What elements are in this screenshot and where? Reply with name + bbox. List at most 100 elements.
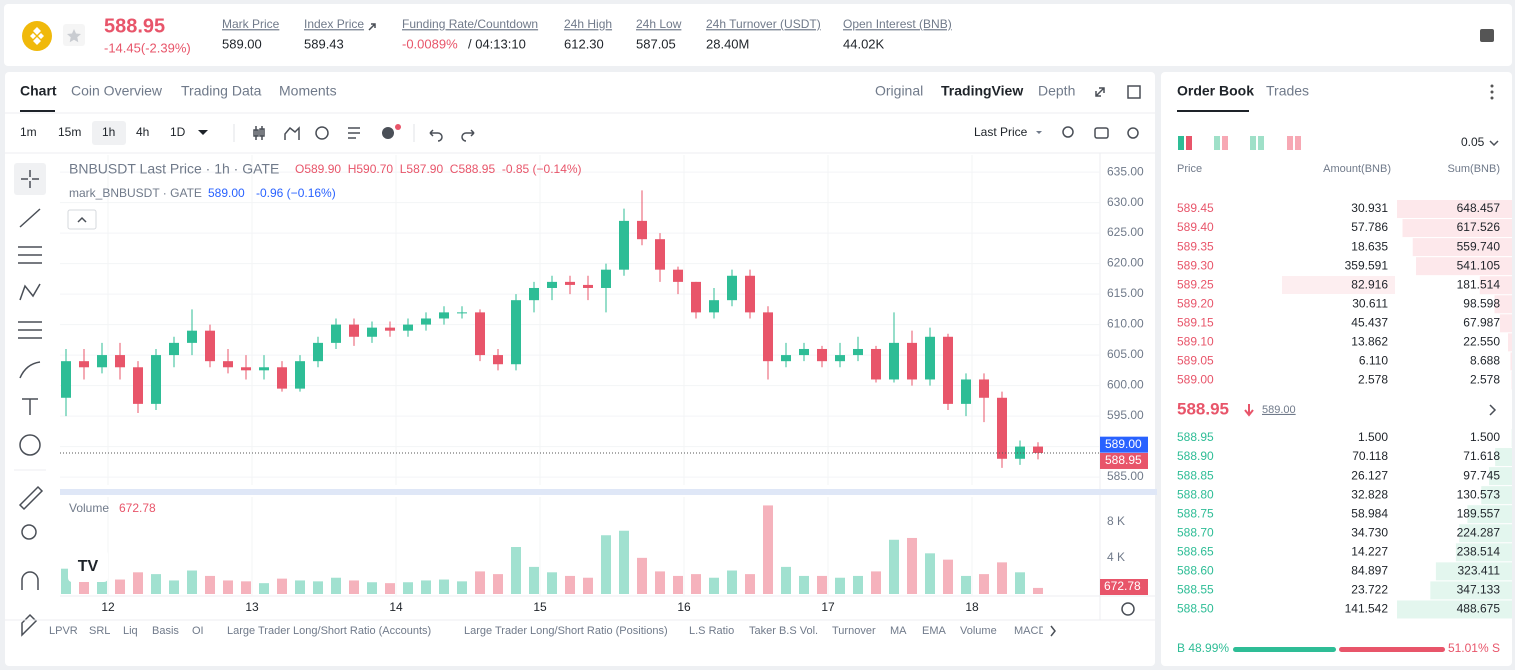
projection-tool[interactable] [18,321,42,339]
alert-icon[interactable] [382,127,394,139]
templates-icon[interactable] [348,127,360,139]
replay-icon[interactable] [315,126,329,140]
search-icon[interactable] [1062,126,1074,138]
book-tab[interactable]: Trades [1266,83,1309,99]
indicators-icon[interactable] [284,126,300,140]
volume-label: Volume [69,501,109,515]
tool-selected[interactable] [14,163,46,195]
chart-tab[interactable]: Trading Data [181,83,262,99]
book-price: 588.85 [1177,468,1214,482]
candle-body [781,355,791,362]
candle-body [547,281,557,288]
header-bar [4,4,1512,66]
precision[interactable]: 0.05 [1461,135,1485,149]
tv-logo-bg [68,550,108,582]
zoom-tool[interactable] [21,524,37,540]
interval[interactable]: 4h [136,125,149,139]
settings-icon[interactable] [1127,127,1139,139]
snapshot-icon[interactable] [1094,127,1109,139]
indicator[interactable]: Taker B.S Vol. [749,625,818,637]
candle-body [403,324,413,331]
chart-tab[interactable]: Moments [279,83,337,99]
indicator[interactable]: L.S Ratio [689,625,734,637]
price-source[interactable]: Last Price [974,125,1028,139]
interval[interactable]: 15m [58,125,81,139]
indicator[interactable]: LPVR [49,625,78,637]
interval[interactable]: 1D [170,125,186,139]
book-mode-both[interactable] [1178,136,1184,150]
view-tab[interactable]: Depth [1038,83,1075,99]
notes-icon[interactable] [1480,29,1494,42]
menu-dot[interactable] [1490,90,1494,94]
lock-tool[interactable] [21,613,38,637]
brush-tool[interactable] [19,361,41,379]
emoji-tool[interactable] [19,434,41,456]
scroll-right[interactable] [1050,625,1056,637]
menu-dot[interactable] [1490,84,1494,88]
axis-settings[interactable] [1121,602,1135,616]
precision-dropdown[interactable] [1489,140,1499,147]
indicator[interactable]: Large Trader Long/Short Ratio (Accounts) [227,625,431,637]
book-mode-asks[interactable] [1287,136,1301,150]
book-amount: 70.118 [1352,449,1388,463]
chart-tab[interactable]: Coin Overview [71,83,163,99]
indicator[interactable]: Liq [123,625,138,637]
book-amount: 141.542 [1345,602,1389,616]
fib-tool[interactable] [18,246,42,264]
x-tick-label: 17 [821,600,835,614]
undo-icon[interactable] [429,129,443,142]
indicator[interactable]: OI [192,625,204,637]
collapse-icon[interactable] [77,216,87,223]
depth-bar [1508,333,1512,352]
external-link-icon[interactable] [368,23,376,31]
dropdown-icon[interactable] [1036,131,1042,134]
indicator[interactable]: MACD [1014,625,1046,637]
magnet-tool[interactable] [21,571,39,590]
volume-bar [187,570,197,594]
interval[interactable]: 1m [20,125,37,139]
indicator[interactable]: SRL [89,625,110,637]
volume-bar [601,535,611,594]
candle-body [637,220,647,240]
book-mode-bids[interactable] [1222,136,1228,150]
more-arrow[interactable] [1489,404,1497,416]
view-tab[interactable]: TradingView [941,83,1023,99]
crosshair-tool[interactable] [21,170,39,188]
trendline-tool[interactable] [19,208,41,228]
chart-tab[interactable]: Chart [20,83,57,99]
ruler-tool[interactable] [18,485,44,511]
window-icon[interactable] [1127,85,1141,99]
book-sum: 130.573 [1457,487,1501,501]
indicator[interactable]: Turnover [832,625,876,637]
indicator[interactable]: EMA [922,625,947,637]
book-mode-both[interactable] [1186,136,1192,150]
y-tick-label: 610.00 [1107,317,1144,331]
indicator[interactable]: Basis [152,625,179,637]
depth-bar [1412,238,1512,257]
indicator[interactable]: Large Trader Long/Short Ratio (Positions… [464,625,668,637]
redo-icon[interactable] [461,129,475,142]
fullscreen-icon[interactable] [1095,87,1105,97]
interval[interactable]: 1h [102,125,115,139]
candle-body [583,284,593,288]
candle-type-icon[interactable] [253,126,265,140]
favorite-star[interactable] [67,29,81,43]
tab-underline [1177,110,1249,112]
text-tool[interactable] [22,398,38,415]
candle-body [1033,446,1043,453]
indicator[interactable]: Volume [960,625,997,637]
book-tab[interactable]: Order Book [1177,83,1254,99]
view-tab[interactable]: Original [875,83,923,99]
book-mode-bids[interactable] [1214,136,1220,150]
volume-bar [385,583,395,594]
pattern-tool[interactable] [19,283,41,301]
candle-body [853,348,863,356]
book-sum: 189.557 [1457,506,1501,520]
indicator[interactable]: MA [890,625,907,637]
dropdown-icon[interactable] [198,130,208,135]
stat-value: -0.0089% [402,36,458,51]
menu-dot[interactable] [1490,96,1494,100]
collapse-legend[interactable] [67,209,97,230]
book-mode-asks[interactable] [1250,136,1264,150]
book-price: 589.35 [1177,239,1214,253]
